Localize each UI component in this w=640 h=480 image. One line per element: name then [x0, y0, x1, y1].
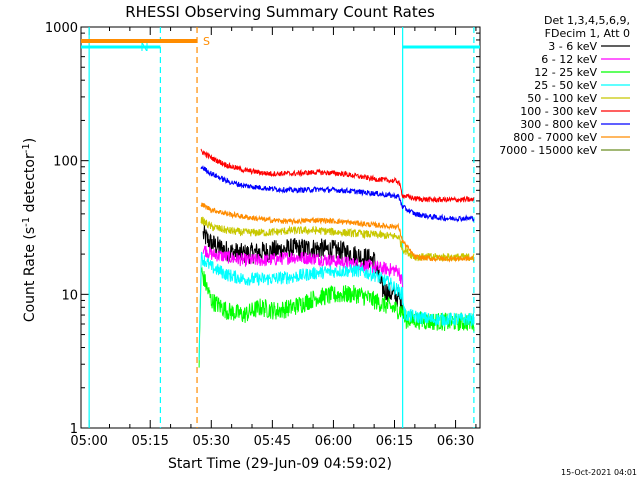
series-line: [200, 202, 475, 263]
marker-lines: [88, 27, 475, 428]
mode-markers: SN: [81, 35, 480, 54]
legend-entry: 25 - 50 keV: [534, 79, 597, 92]
x-tick-label: 06:00: [315, 434, 352, 449]
legend-header: FDecim 1, Att 0: [545, 27, 630, 40]
y-tick-label: 100: [53, 155, 78, 170]
series-line: [200, 165, 475, 223]
legend-entry: 3 - 6 keV: [548, 40, 597, 53]
y-tick-label: 1: [70, 422, 78, 437]
series-line: [198, 251, 475, 361]
series-line: [200, 216, 475, 263]
night-marker-label: N: [140, 41, 148, 54]
legend-entry: 100 - 300 keV: [520, 105, 597, 118]
x-tick-label: 06:30: [437, 434, 474, 449]
series-line: [198, 266, 475, 368]
legend-entry: 7000 - 15000 keV: [499, 144, 597, 157]
x-tick-label: 05:15: [131, 434, 168, 449]
x-tick-label: 05:30: [193, 434, 230, 449]
chart-title: RHESSI Observing Summary Count Rates: [125, 3, 435, 21]
x-tick-label: 06:15: [376, 434, 413, 449]
series-line: [200, 148, 475, 204]
legend-entry: 300 - 800 keV: [520, 118, 597, 131]
legend: Det 1,3,4,5,6,9,FDecim 1, Att 03 - 6 keV…: [499, 14, 630, 157]
legend-entry: 800 - 7000 keV: [513, 131, 597, 144]
saa-marker-label: S: [203, 35, 210, 48]
y-tick-label: 10: [61, 288, 78, 303]
y-axis-label: Count Rate (s-1 detector-1): [21, 138, 38, 322]
x-tick-label: 05:00: [70, 434, 107, 449]
legend-entry: 50 - 100 keV: [527, 92, 597, 105]
axis-ticks: 05:00 05:15 05:30 05:45 06:00 06:15 06:30 1 10 10…: [45, 21, 480, 449]
axes: [80, 26, 481, 429]
plot-frame: [80, 26, 481, 429]
series-line: [202, 245, 404, 288]
x-tick-label: 05:45: [254, 434, 291, 449]
legend-entry: 6 - 12 keV: [541, 53, 597, 66]
legend-entry: 12 - 25 keV: [534, 66, 597, 79]
y-tick-label: 1000: [45, 21, 78, 36]
legend-header: Det 1,3,4,5,6,9,: [544, 14, 630, 27]
x-axis-label: Start Time (29-Jun-09 04:59:02): [168, 456, 392, 472]
timestamp-label: 15-Oct-2021 04:01: [561, 468, 637, 477]
data-series: [198, 148, 475, 368]
